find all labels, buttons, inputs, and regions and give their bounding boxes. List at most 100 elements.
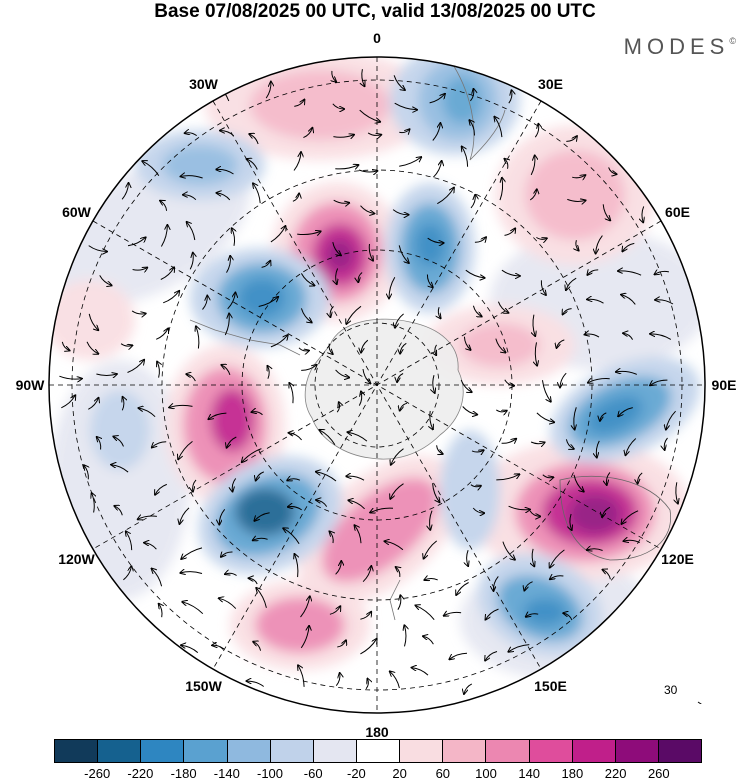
wind-arrow [362, 368, 370, 384]
wind-arrow [121, 183, 128, 200]
wind-arrow [536, 412, 554, 422]
colorbar-segment [443, 740, 487, 762]
wind-arrow [111, 465, 129, 473]
wind-arrow [249, 134, 259, 145]
colorbar-segment [270, 740, 314, 762]
wind-arrow [181, 645, 199, 653]
wind-arrow [550, 549, 565, 568]
wind-arrow [426, 274, 432, 288]
wind-arrow [566, 136, 577, 141]
reference-vector-label: 30 [664, 683, 678, 697]
wind-arrow [474, 237, 486, 242]
wind-arrow [232, 228, 235, 246]
wind-arrow [464, 683, 473, 694]
wind-arrow [261, 261, 271, 268]
wind-arrow [471, 450, 484, 452]
wind-arrow [486, 608, 499, 620]
wind-arrow [358, 170, 377, 172]
wind-arrow [435, 344, 437, 355]
wind-arrow [99, 275, 112, 285]
wind-arrow [295, 554, 298, 578]
wind-arrow [362, 69, 365, 86]
wind-arrow [536, 236, 546, 239]
wind-arrow [256, 588, 267, 608]
colorbar-segment [400, 740, 444, 762]
wind-arrow [333, 135, 354, 138]
wind-arrow [242, 448, 262, 463]
longitude-label: 60E [665, 203, 690, 220]
wind-arrow [470, 195, 475, 209]
wind-arrow [289, 383, 293, 404]
wind-arrow [397, 595, 401, 610]
wind-arrow [288, 507, 302, 511]
wind-arrow [127, 360, 145, 373]
wind-arrow [219, 508, 226, 524]
wind-arrow [144, 543, 157, 550]
wind-arrow [88, 245, 107, 252]
wind-arrow [494, 117, 503, 138]
wind-arrow [256, 471, 264, 481]
wind-arrow [618, 407, 633, 417]
wind-arrow [389, 276, 396, 298]
wind-arrow [433, 375, 435, 393]
wind-arrow [596, 235, 603, 254]
wind-arrow [502, 541, 515, 560]
wind-arrow [436, 445, 443, 454]
wind-arrow [227, 293, 236, 310]
wind-arrow [396, 567, 400, 577]
wind-arrow [298, 347, 309, 351]
wind-arrow [132, 268, 148, 271]
wind-arrow [355, 525, 362, 544]
colorbar-segment [615, 740, 659, 762]
polar-map [48, 56, 706, 714]
wind-arrow [84, 465, 88, 480]
wind-arrow [570, 513, 572, 530]
wind-arrow [159, 604, 162, 618]
wind-arrow [573, 474, 584, 492]
wind-arrow [212, 645, 224, 650]
wind-arrow [508, 644, 530, 652]
wind-arrow [217, 193, 231, 201]
longitude-label: 30E [538, 76, 563, 93]
wind-arrow [221, 552, 233, 557]
wind-arrow [123, 566, 131, 581]
wind-arrow [596, 440, 600, 458]
wind-arrow [567, 199, 585, 201]
wind-arrow [320, 430, 336, 446]
wind-arrow [360, 639, 376, 655]
colorbar-segment [98, 740, 142, 762]
wind-arrow [332, 103, 344, 109]
wind-arrow [587, 270, 599, 275]
wind-arrow [664, 437, 668, 450]
wind-arrow [114, 506, 123, 516]
wind-arrow [270, 226, 286, 243]
wind-arrow [297, 231, 320, 234]
wind-arrow [152, 441, 167, 448]
wind-arrow [127, 237, 146, 247]
wind-arrow [470, 89, 473, 102]
wind-arrow [603, 570, 611, 580]
wind-arrow [330, 531, 334, 544]
wind-arrow [400, 342, 407, 353]
wind-arrow [253, 642, 262, 651]
wind-arrow [394, 102, 417, 110]
wind-arrow [181, 176, 203, 178]
wind-arrow [362, 566, 371, 583]
wind-arrow [157, 362, 159, 378]
colorbar-segment [658, 740, 702, 762]
africa-outline [449, 59, 506, 161]
wind-arrow [430, 510, 432, 530]
wind-arrow [469, 120, 475, 136]
wind-arrow [650, 334, 672, 340]
colorbar-segment [572, 740, 616, 762]
colorbar-segment [529, 740, 573, 762]
wind-arrow [300, 273, 314, 285]
wind-arrow [332, 242, 341, 255]
wind-arrow [472, 305, 481, 317]
wind-arrow [529, 510, 540, 517]
colorbar-segment [227, 740, 271, 762]
wind-arrow [189, 253, 193, 270]
wind-arrow [226, 256, 231, 273]
wind-arrow [358, 272, 363, 283]
wind-arrow [524, 581, 533, 591]
